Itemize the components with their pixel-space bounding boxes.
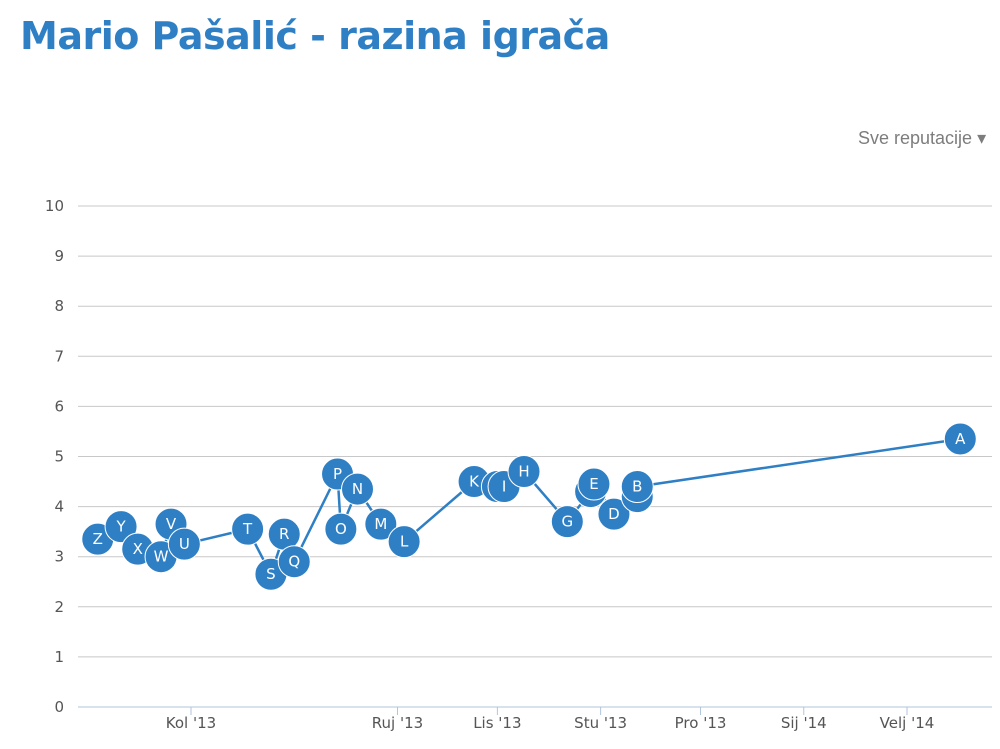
data-point-r[interactable]: R <box>267 517 301 551</box>
data-point-marker[interactable] <box>507 455 541 489</box>
y-tick-label: 9 <box>54 247 64 265</box>
data-point-y[interactable]: Y <box>104 510 138 544</box>
grid <box>78 205 992 658</box>
y-tick-label: 10 <box>45 197 64 215</box>
y-tick-label: 3 <box>54 548 64 566</box>
data-point-marker[interactable] <box>597 497 631 531</box>
data-point-label: W <box>154 548 169 566</box>
data-point-label: B <box>632 478 642 496</box>
x-tick-label: Velj '14 <box>880 714 935 732</box>
data-point-label: U <box>179 535 190 553</box>
data-point-label: L <box>400 533 409 551</box>
data-point-label: I <box>502 478 506 496</box>
data-point-e[interactable]: E <box>577 467 611 501</box>
data-point-marker[interactable] <box>324 512 358 546</box>
data-point-marker[interactable] <box>277 545 311 579</box>
data-point-marker[interactable] <box>577 467 611 501</box>
y-tick-label: 8 <box>54 297 64 315</box>
data-point-marker[interactable] <box>341 472 375 506</box>
data-point-n[interactable]: N <box>341 472 375 506</box>
data-point-label: A <box>955 430 966 448</box>
y-axis: 0 1 2 3 4 5 6 7 8 9 10 <box>45 197 64 716</box>
data-point-l[interactable]: L <box>387 525 421 559</box>
x-tick-label: Stu '13 <box>574 714 627 732</box>
data-point-label: X <box>133 540 143 558</box>
data-point-b[interactable]: B <box>620 470 654 504</box>
data-point-marker[interactable] <box>620 470 654 504</box>
data-point-o[interactable]: O <box>324 512 358 546</box>
y-tick-label: 7 <box>54 347 64 365</box>
y-tick-label: 5 <box>54 448 64 466</box>
data-point-t[interactable]: T <box>231 512 265 546</box>
reputation-filter-label: Sve reputacije <box>858 128 973 148</box>
data-point-marker[interactable] <box>104 510 138 544</box>
chevron-down-icon: ▾ <box>977 128 987 148</box>
data-point-label: Y <box>115 518 126 536</box>
data-point-d[interactable]: D <box>597 497 631 531</box>
x-tick-label: Sij '14 <box>781 714 827 732</box>
y-tick-label: 2 <box>54 598 64 616</box>
data-point-label: G <box>562 513 574 531</box>
data-point-label: K <box>469 473 480 491</box>
data-point-marker[interactable] <box>943 422 977 456</box>
data-point-label: M <box>374 515 387 533</box>
data-point-label: R <box>279 525 289 543</box>
data-point-label: Z <box>93 530 103 548</box>
data-point-q[interactable]: Q <box>277 545 311 579</box>
data-point-m[interactable]: M <box>364 507 398 541</box>
data-point-h[interactable]: H <box>507 455 541 489</box>
data-points: ZYXWVUTSRQPONMLKJIHGFEDCBA <box>81 422 977 591</box>
data-point-marker[interactable] <box>387 525 421 559</box>
data-point-a[interactable]: A <box>943 422 977 456</box>
data-point-label: T <box>242 520 253 538</box>
data-point-label: H <box>518 463 529 481</box>
data-point-label: E <box>589 475 598 493</box>
y-tick-label: 1 <box>54 648 64 666</box>
x-tick-label: Lis '13 <box>473 714 521 732</box>
data-point-marker[interactable] <box>231 512 265 546</box>
data-point-marker[interactable] <box>550 505 584 539</box>
x-tick-label: Pro '13 <box>675 714 727 732</box>
y-tick-label: 4 <box>54 498 64 516</box>
data-point-label: O <box>335 520 347 538</box>
x-tick-label: Ruj '13 <box>372 714 423 732</box>
data-point-label: P <box>333 465 342 483</box>
data-point-u[interactable]: U <box>167 527 201 561</box>
x-tick-label: Kol '13 <box>166 714 216 732</box>
data-point-label: S <box>266 565 276 583</box>
data-point-label: Q <box>288 553 300 571</box>
page-title: Mario Pašalić - razina igrača <box>20 14 610 58</box>
data-point-marker[interactable] <box>364 507 398 541</box>
data-point-label: N <box>352 480 363 498</box>
data-point-marker[interactable] <box>167 527 201 561</box>
data-point-label: D <box>608 505 620 523</box>
data-point-label: V <box>166 515 177 533</box>
data-point-g[interactable]: G <box>550 505 584 539</box>
y-tick-label: 0 <box>54 698 64 716</box>
y-tick-label: 6 <box>54 397 64 415</box>
reputation-filter-dropdown[interactable]: Sve reputacije ▾ <box>858 128 986 149</box>
x-axis: Kol '13 Ruj '13 Lis '13 Stu '13 Pro '13 Sij '… <box>78 706 992 732</box>
